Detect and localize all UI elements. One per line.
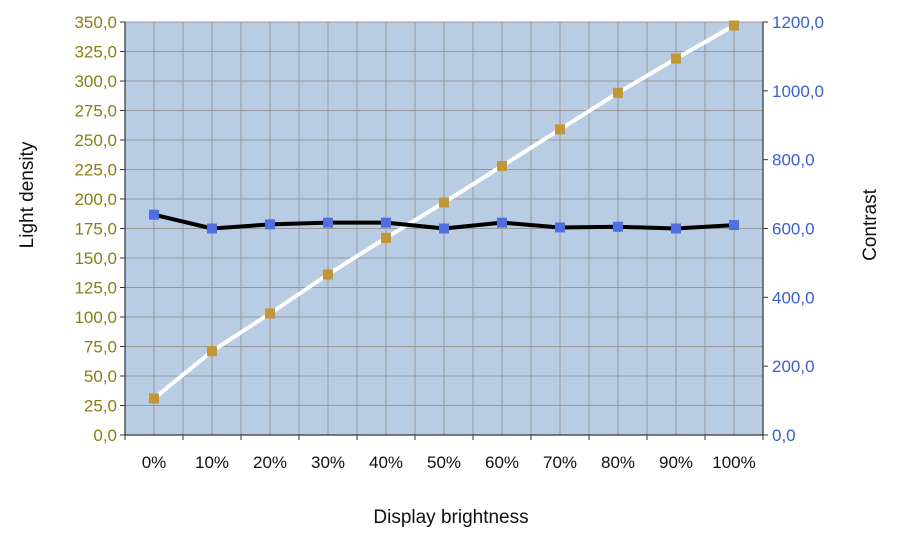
data-point-right [323,217,333,228]
left-tick-label: 350,0 [74,13,117,32]
left-axis-title: Light density [17,141,38,248]
right-tick-label: 800,0 [772,151,815,170]
x-tick-label: 90% [659,453,693,472]
data-point-left [265,308,275,319]
right-tick-label: 1200,0 [772,13,824,32]
data-point-right [671,223,681,234]
x-tick-label: 100% [712,453,755,472]
left-tick-label: 200,0 [74,190,117,209]
data-point-left [497,160,507,171]
x-tick-label: 50% [427,453,461,472]
data-point-left [323,269,333,280]
x-tick-label: 10% [195,453,229,472]
x-tick-label: 60% [485,453,519,472]
x-tick-label: 0% [142,453,167,472]
data-point-left [439,197,449,208]
x-tick-label: 80% [601,453,635,472]
left-tick-label: 325,0 [74,43,117,62]
data-point-left [613,87,623,98]
data-point-right [555,222,565,233]
x-tick-label: 30% [311,453,345,472]
data-point-left [729,20,739,31]
left-tick-label: 225,0 [74,161,117,180]
left-tick-label: 100,0 [74,308,117,327]
left-tick-label: 300,0 [74,72,117,91]
right-tick-label: 1000,0 [772,82,824,101]
data-point-left [207,346,217,357]
x-axis-ticks: 0% 10% 20% 30% 40% 50% 60% 70% 80% 90% 100% [124,435,764,472]
series-layer [149,20,739,404]
left-axis-ticks: 0,0 25,0 50,0 75,0 100,0 125,0 150,0 175,0 200,0… [74,13,125,445]
left-tick-label: 75,0 [84,338,117,357]
x-tick-label: 70% [543,453,577,472]
left-tick-label: 175,0 [74,220,117,239]
left-tick-label: 275,0 [74,102,117,121]
data-point-left [149,393,159,404]
x-tick-label: 40% [369,453,403,472]
data-point-right [207,223,217,234]
right-tick-label: 200,0 [772,357,815,376]
data-point-left [555,124,565,135]
left-tick-label: 125,0 [74,279,117,298]
data-point-right [265,219,275,230]
data-point-right [729,220,739,231]
left-tick-label: 250,0 [74,131,117,150]
left-tick-label: 150,0 [74,249,117,268]
right-tick-label: 600,0 [772,220,815,239]
right-tick-label: 400,0 [772,288,815,307]
right-tick-label: 0,0 [772,426,796,445]
data-point-right [149,209,159,220]
right-axis-ticks: 0,0 200,0 400,0 600,0 800,0 1000,0 1200,0 [763,13,824,445]
data-point-right [497,217,507,228]
right-axis-title: Contrast [860,188,881,261]
data-point-right [439,223,449,234]
x-tick-label: 20% [253,453,287,472]
left-tick-label: 50,0 [84,367,117,386]
data-point-right [381,217,391,228]
left-tick-label: 0,0 [93,426,117,445]
data-point-left [381,232,391,243]
left-tick-label: 25,0 [84,397,117,416]
x-axis-title: Display brightness [373,507,528,528]
data-point-left [671,53,681,64]
data-point-right [613,221,623,232]
